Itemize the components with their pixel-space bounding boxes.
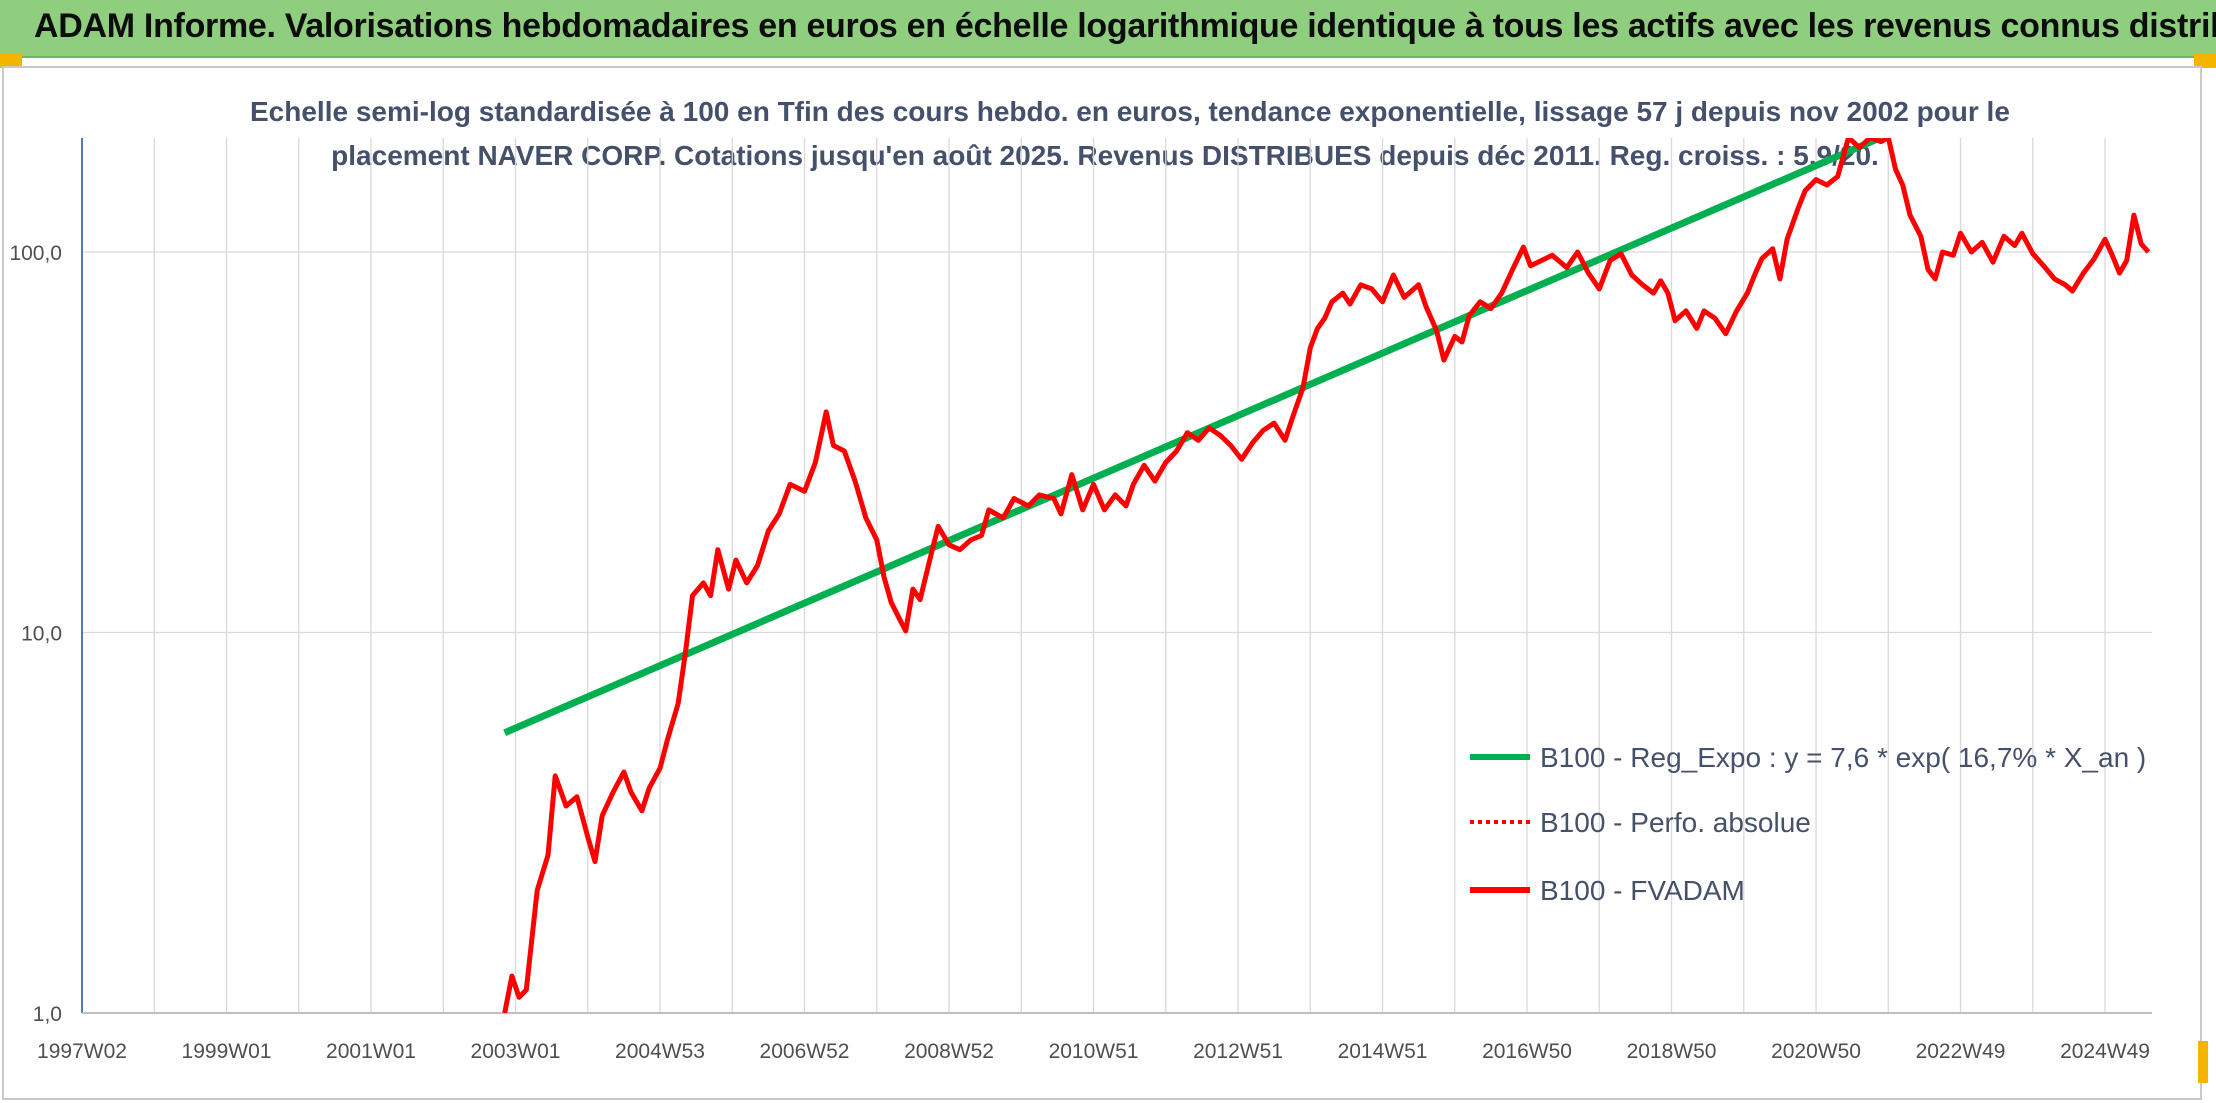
x-tick-label: 2024W49 — [2060, 1040, 2150, 1063]
x-tick-label: 2012W51 — [1193, 1040, 1283, 1063]
x-tick-label: 2006W52 — [760, 1040, 850, 1063]
chart-axes: 1,0 10,0 100,0 1997W02 1999W01 2001W01 2003W01… — [9, 138, 2152, 1063]
report-title: ADAM Informe. Valorisations hebdomadaire… — [34, 7, 2216, 45]
x-tick-label: 2003W01 — [471, 1040, 561, 1063]
x-tick-label: 1999W01 — [182, 1040, 272, 1063]
x-tick-label: 2018W50 — [1627, 1040, 1717, 1063]
y-tick-label: 1,0 — [33, 1003, 62, 1026]
chart-grid — [81, 138, 2152, 1013]
chart-frame — [2, 66, 2202, 1100]
chart-series — [502, 138, 2151, 1013]
x-tick-label: 2008W52 — [904, 1040, 994, 1063]
x-tick-label: 2022W49 — [1916, 1040, 2006, 1063]
legend-label: B100 - FVADAM — [1540, 875, 1745, 906]
x-tick-label: 2020W50 — [1771, 1040, 1861, 1063]
x-tick-label: 2001W01 — [326, 1040, 416, 1063]
chart-legend: B100 - Reg_Expo : y = 7,6 * exp( 16,7% *… — [1470, 742, 2146, 906]
x-tick-label: 2004W53 — [615, 1040, 705, 1063]
x-tick-label: 2010W51 — [1049, 1040, 1139, 1063]
legend-label: B100 - Reg_Expo : y = 7,6 * exp( 16,7% *… — [1540, 742, 2146, 773]
y-tick-label: 10,0 — [21, 623, 62, 646]
corner-accent-right — [2194, 54, 2216, 68]
x-tick-label: 2014W51 — [1338, 1040, 1428, 1063]
report-banner: ADAM Informe. Valorisations hebdomadaire… — [0, 0, 2216, 58]
corner-accent-bottom-right — [2198, 1041, 2208, 1083]
series-fvadam-line — [502, 138, 2151, 1013]
y-tick-label: 100,0 — [9, 242, 62, 265]
chart-title-line-1: Echelle semi-log standardisée à 100 en T… — [250, 96, 2010, 127]
corner-accent-left — [0, 54, 22, 68]
legend-label: B100 - Perfo. absolue — [1540, 807, 1811, 838]
chart-title-line-2: placement NAVER CORP. Cotations jusqu'en… — [331, 140, 1879, 171]
x-tick-label: 2016W50 — [1482, 1040, 1572, 1063]
x-tick-label: 1997W02 — [37, 1040, 127, 1063]
